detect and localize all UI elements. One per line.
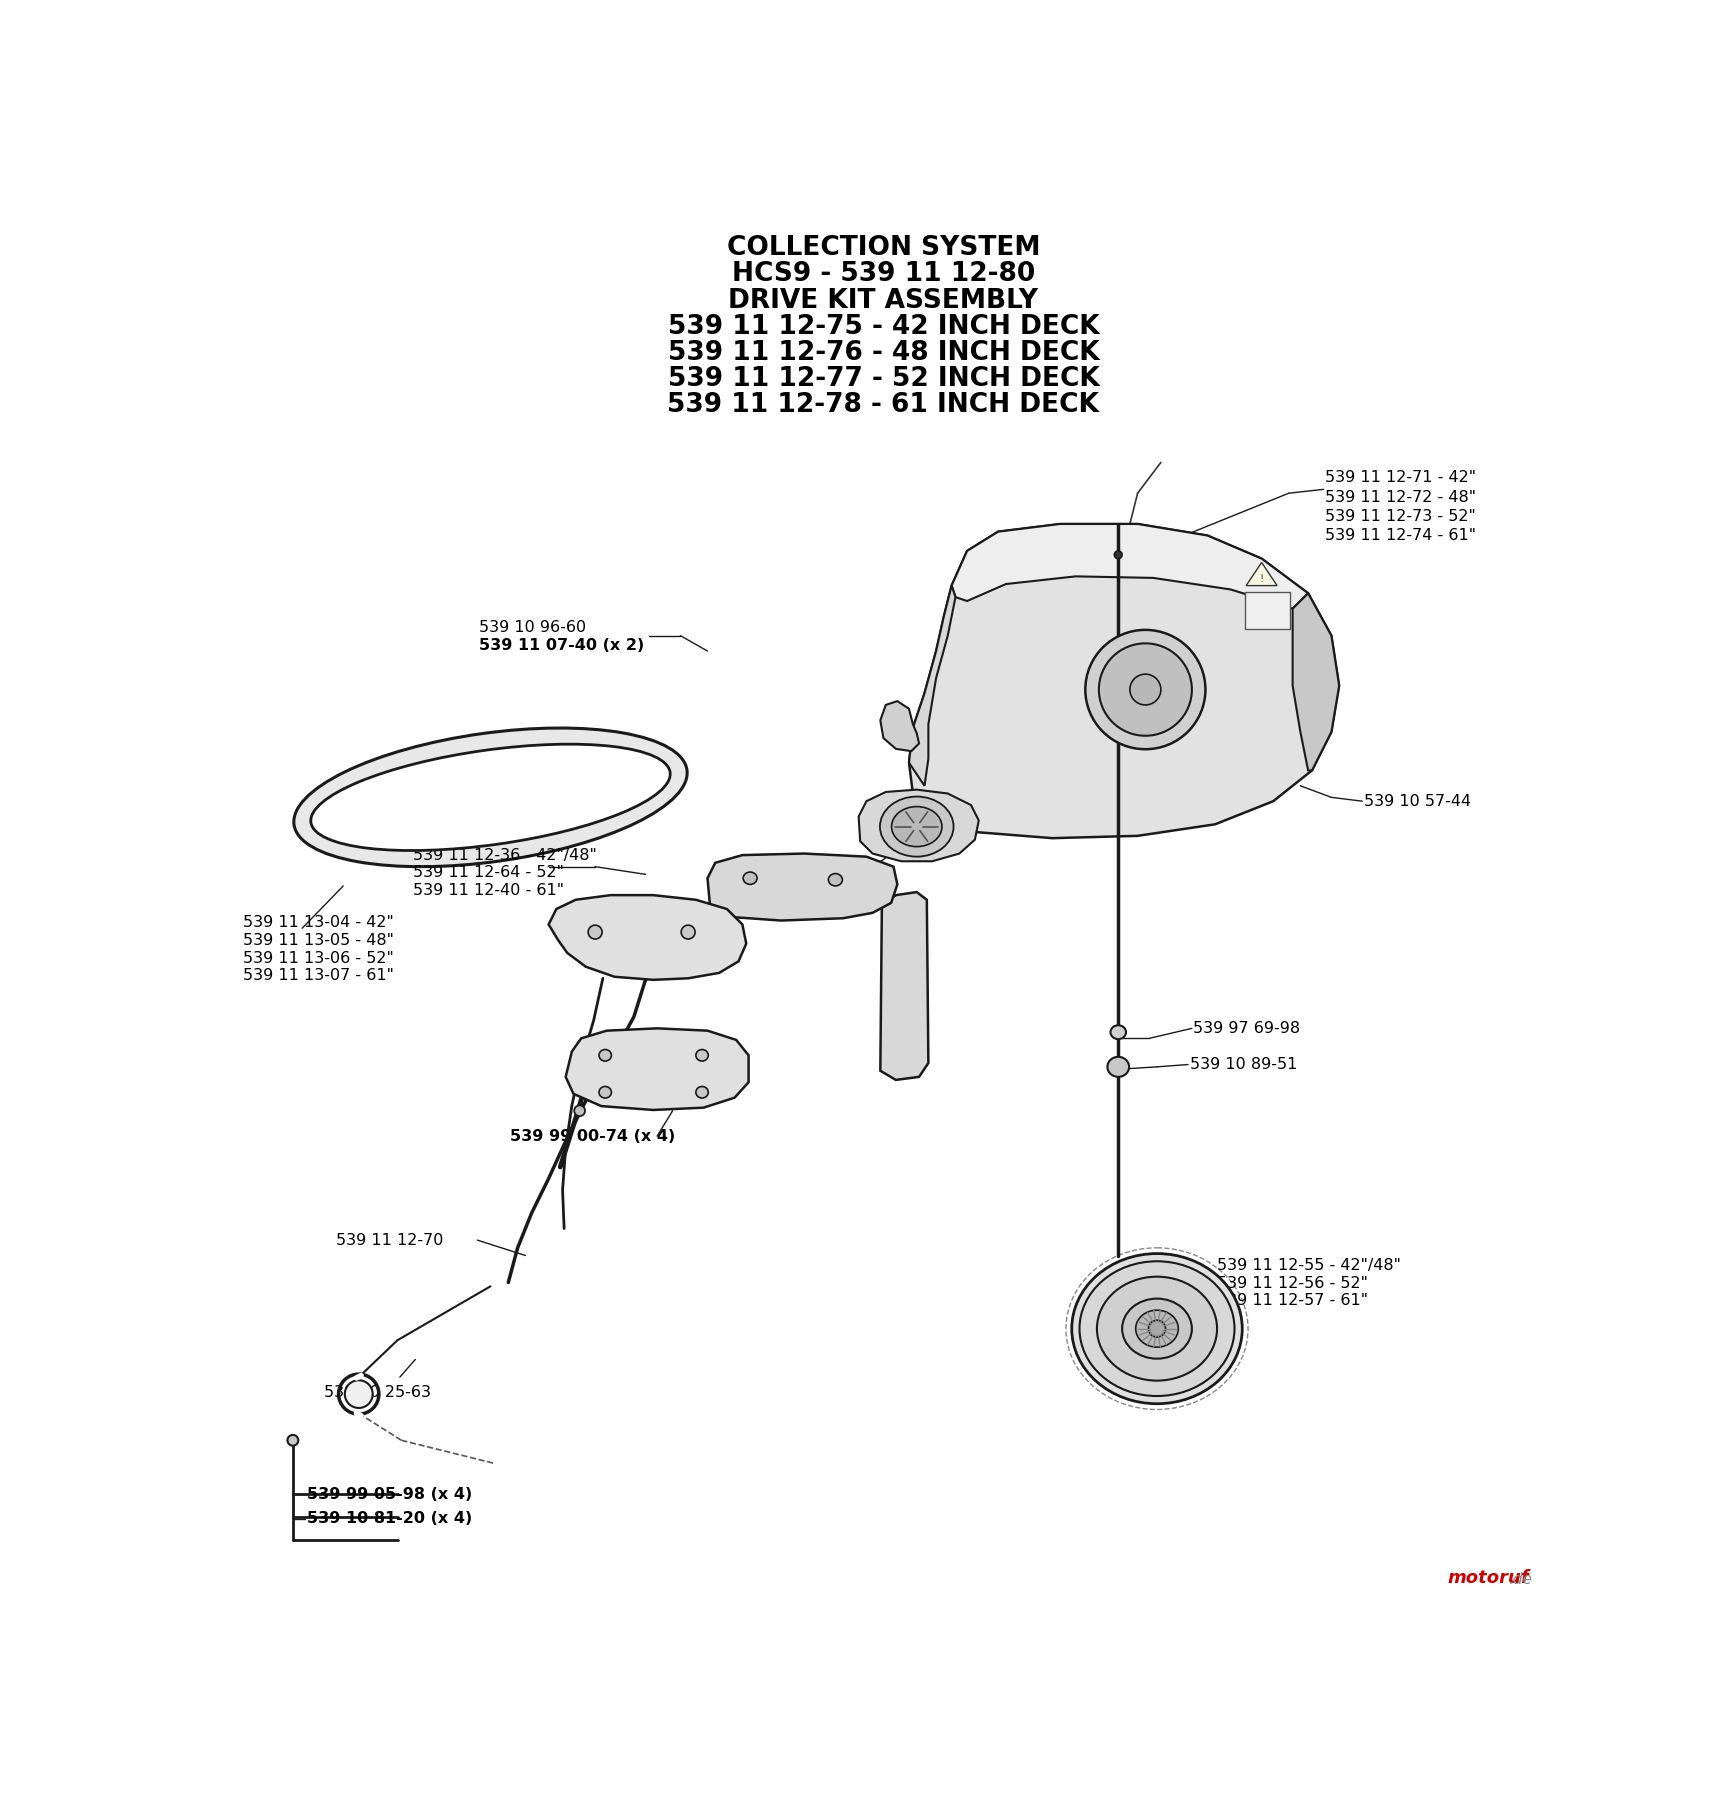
Ellipse shape [600, 1087, 612, 1098]
Text: 539 11 12-77 - 52 INCH DECK: 539 11 12-77 - 52 INCH DECK [667, 365, 1099, 392]
Text: 539 11 13-07 - 61": 539 11 13-07 - 61" [243, 968, 395, 983]
Text: 539 11 12-57 - 61": 539 11 12-57 - 61" [1216, 1294, 1368, 1309]
Ellipse shape [1099, 643, 1192, 736]
Ellipse shape [295, 727, 687, 866]
Text: COLLECTION SYSTEM: COLLECTION SYSTEM [727, 236, 1041, 261]
Text: 539 11 12-40 - 61": 539 11 12-40 - 61" [414, 884, 563, 898]
Text: DRIVE KIT ASSEMBLY: DRIVE KIT ASSEMBLY [729, 288, 1039, 313]
Ellipse shape [574, 1105, 586, 1116]
Text: 539 99 00-74 (x 4): 539 99 00-74 (x 4) [510, 1129, 675, 1143]
Ellipse shape [1080, 1262, 1234, 1397]
Polygon shape [951, 524, 1308, 608]
Text: 539 10 89-51: 539 10 89-51 [1191, 1057, 1297, 1073]
Text: HCS9 - 539 11 12-80: HCS9 - 539 11 12-80 [732, 261, 1036, 288]
Text: 539 10 57-44: 539 10 57-44 [1365, 794, 1471, 808]
Polygon shape [565, 1028, 748, 1111]
Polygon shape [880, 893, 929, 1080]
Text: !: ! [1260, 574, 1263, 585]
Polygon shape [548, 895, 746, 979]
Text: 539 10 25-63: 539 10 25-63 [324, 1384, 431, 1400]
Ellipse shape [1098, 1276, 1216, 1381]
Text: 539 10 57-43: 539 10 57-43 [708, 878, 815, 893]
Ellipse shape [880, 797, 953, 857]
Ellipse shape [345, 1381, 372, 1408]
Text: .de: .de [1508, 1571, 1532, 1586]
Ellipse shape [1115, 551, 1122, 558]
Ellipse shape [696, 1087, 708, 1098]
Polygon shape [1292, 594, 1339, 770]
Polygon shape [880, 700, 918, 751]
Ellipse shape [1085, 630, 1206, 749]
Ellipse shape [1072, 1253, 1242, 1404]
Text: 539 11 12-76 - 48 INCH DECK: 539 11 12-76 - 48 INCH DECK [667, 340, 1099, 365]
Text: 539 10 96-60: 539 10 96-60 [479, 621, 586, 635]
Text: 539 11 13-05 - 48": 539 11 13-05 - 48" [243, 932, 395, 949]
Ellipse shape [1130, 675, 1161, 706]
Ellipse shape [600, 1049, 612, 1060]
Ellipse shape [696, 1049, 708, 1060]
Text: 539 11 12-75 - 42 INCH DECK: 539 11 12-75 - 42 INCH DECK [667, 313, 1099, 340]
Polygon shape [1246, 562, 1277, 585]
Ellipse shape [310, 743, 670, 851]
Text: 539 11 13-04 - 42": 539 11 13-04 - 42" [243, 916, 395, 931]
Text: 539 99 05-98 (x 4): 539 99 05-98 (x 4) [307, 1487, 472, 1501]
Text: 539 11 13-06 - 52": 539 11 13-06 - 52" [243, 950, 395, 967]
Ellipse shape [588, 925, 601, 940]
Text: 539 11 07-40 (x 2): 539 11 07-40 (x 2) [479, 639, 644, 653]
Text: 539 11 12-73 - 52": 539 11 12-73 - 52" [1325, 509, 1477, 524]
Text: 539 11 12-36 - 42"/48": 539 11 12-36 - 42"/48" [414, 848, 596, 862]
Ellipse shape [1149, 1319, 1165, 1337]
Polygon shape [858, 790, 979, 860]
Ellipse shape [1135, 1310, 1179, 1346]
Ellipse shape [288, 1435, 298, 1445]
Text: 539 11 12-78 - 61 INCH DECK: 539 11 12-78 - 61 INCH DECK [667, 392, 1099, 418]
Ellipse shape [1122, 1298, 1192, 1359]
Ellipse shape [891, 806, 942, 846]
FancyBboxPatch shape [1244, 592, 1291, 630]
Ellipse shape [1111, 1026, 1127, 1039]
Text: 539 11 12-71 - 42": 539 11 12-71 - 42" [1325, 470, 1477, 486]
Ellipse shape [829, 873, 843, 886]
Text: 539 97 69-98: 539 97 69-98 [1194, 1021, 1301, 1035]
Ellipse shape [743, 871, 756, 884]
Text: 539 11 12-74 - 61": 539 11 12-74 - 61" [1325, 527, 1477, 544]
Text: motoruf: motoruf [1447, 1568, 1530, 1586]
Text: 539 11 12-72 - 48": 539 11 12-72 - 48" [1325, 490, 1477, 504]
Text: 539 11 12-56 - 52": 539 11 12-56 - 52" [1216, 1276, 1368, 1291]
Polygon shape [910, 524, 1339, 839]
Ellipse shape [1108, 1057, 1129, 1076]
Text: 539 11 12-64 - 52": 539 11 12-64 - 52" [414, 866, 563, 880]
Text: 539 11 12-70: 539 11 12-70 [336, 1233, 443, 1247]
Polygon shape [708, 853, 898, 920]
Text: 539 11 12-55 - 42"/48": 539 11 12-55 - 42"/48" [1216, 1258, 1401, 1273]
Ellipse shape [681, 925, 694, 940]
Polygon shape [910, 585, 956, 787]
Text: 539 10 81-20 (x 4): 539 10 81-20 (x 4) [307, 1512, 472, 1526]
